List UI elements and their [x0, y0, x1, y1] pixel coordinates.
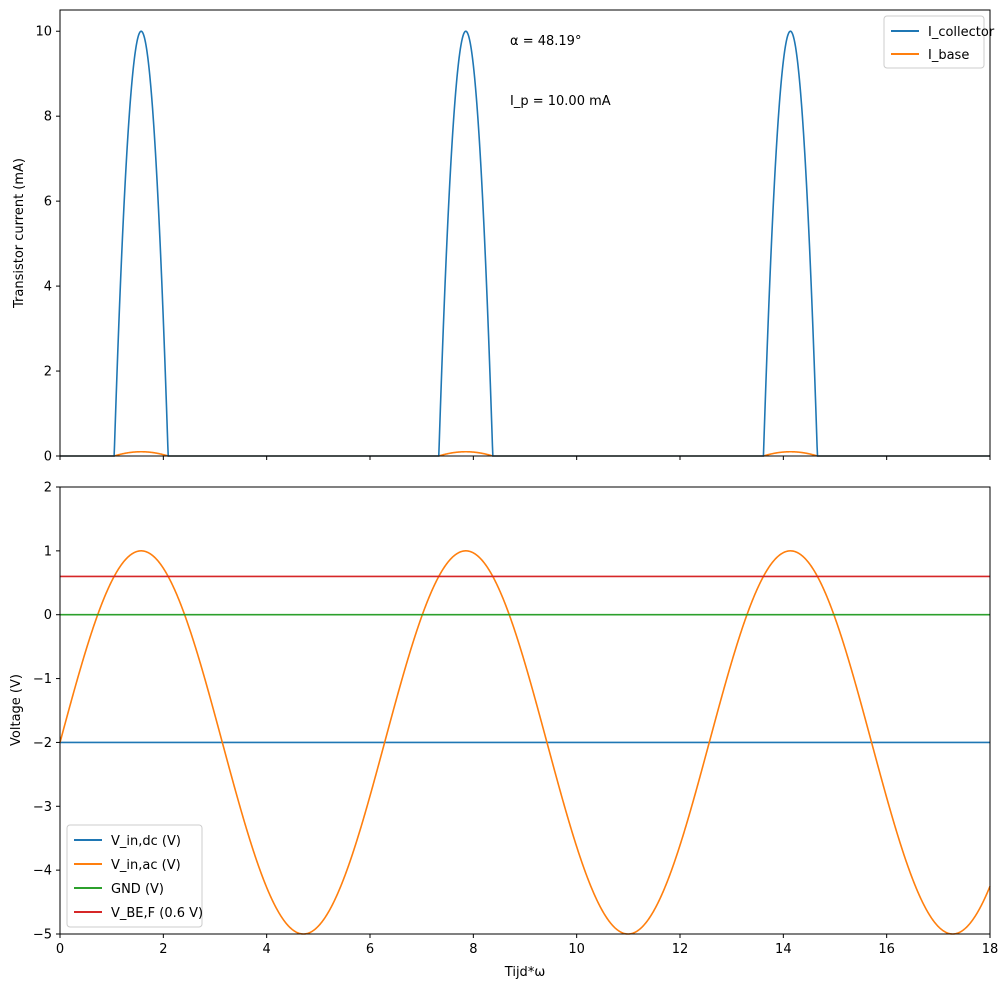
- voltage-x-tick-label: 10: [568, 942, 585, 957]
- legend-label-i-collector: I_collector: [928, 25, 995, 40]
- current-y-tick-label: 2: [44, 365, 52, 380]
- current-y-tick-label: 10: [35, 25, 52, 40]
- voltage-x-tick-label: 16: [878, 942, 895, 957]
- voltage-x-tick-label: 8: [469, 942, 477, 957]
- legend-label-v-in-dc: V_in,dc (V): [111, 834, 181, 849]
- peak-current-annotation: I_p = 10.00 mA: [510, 94, 611, 109]
- voltage-y-tick-label: 0: [44, 608, 52, 623]
- voltage-y-tick-label: −5: [33, 928, 52, 943]
- voltage-x-ticks: 0 2 4 6 8 10 12 14 16 18: [56, 934, 998, 957]
- voltage-legend: V_in,dc (V) V_in,ac (V) GND (V) V_BE,F (…: [66, 824, 203, 928]
- voltage-x-tick-label: 0: [56, 942, 64, 957]
- current-legend: I_collector I_base: [883, 15, 995, 69]
- voltage-y-tick-label: −3: [33, 800, 52, 815]
- voltage-axes-frame: [59, 486, 991, 935]
- alpha-annotation: α = 48.19°: [510, 34, 581, 49]
- voltage-y-tick-label: −2: [33, 736, 52, 751]
- current-axes-frame: [59, 9, 991, 457]
- current-y-axis-label: Transistor current (mA): [12, 158, 27, 309]
- legend-label-v-be-f: V_BE,F (0.6 V): [111, 906, 203, 921]
- current-subplot: 0 2 4 6 8 10 Transistor current (mA) α = 48.1…: [12, 9, 995, 465]
- voltage-y-ticks: −5 −4 −3 −2 −1 0 1 2: [33, 481, 60, 943]
- voltage-x-tick-label: 14: [775, 942, 792, 957]
- voltage-x-tick-label: 18: [982, 942, 999, 957]
- voltage-y-tick-label: 2: [44, 481, 52, 496]
- voltage-y-tick-label: −4: [33, 864, 52, 879]
- voltage-x-tick-label: 2: [159, 942, 167, 957]
- current-x-ticks: [59, 456, 991, 460]
- voltage-y-axis-label: Voltage (V): [9, 674, 24, 746]
- current-y-tick-label: 6: [44, 195, 52, 210]
- voltage-series-group: [59, 550, 991, 935]
- series-line-v-in-ac: [59, 550, 991, 935]
- voltage-y-tick-label: −1: [33, 672, 52, 687]
- voltage-x-tick-label: 4: [263, 942, 271, 957]
- legend-label-gnd: GND (V): [111, 882, 164, 897]
- current-y-tick-label: 4: [44, 280, 52, 295]
- legend-label-i-base: I_base: [928, 48, 969, 63]
- voltage-x-tick-label: 6: [366, 942, 374, 957]
- voltage-x-axis-label: Tijd*ω: [504, 965, 545, 980]
- voltage-y-tick-label: 1: [44, 544, 52, 559]
- current-y-tick-label: 0: [44, 450, 52, 465]
- current-y-tick-label: 8: [44, 110, 52, 125]
- legend-label-v-in-ac: V_in,ac (V): [111, 858, 181, 873]
- current-y-ticks: 0 2 4 6 8 10: [35, 25, 60, 465]
- voltage-x-tick-label: 12: [672, 942, 689, 957]
- voltage-legend-box: [66, 824, 203, 928]
